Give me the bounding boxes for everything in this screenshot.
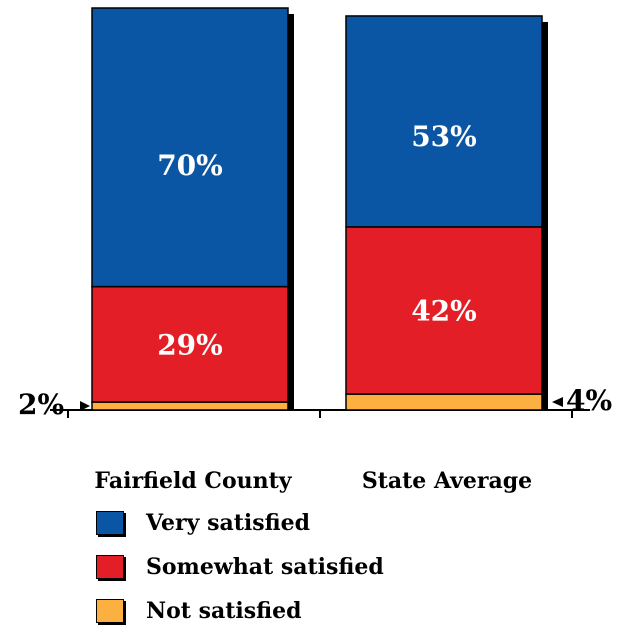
stacked-bar-chart: 2% 29% 70% 4% 42% 53% Fairfield County State Av… <box>18 7 612 494</box>
bar-not-satisfied-state-average <box>345 393 543 411</box>
legend-item-very-satisfied: Very satisfied <box>96 510 384 536</box>
data-label-not-satisfied-fairfield-county: 2% <box>18 388 64 421</box>
bar-very-satisfied-fairfield-county <box>91 7 289 288</box>
legend: Very satisfied Somewhat satisfied Not sati… <box>96 510 384 642</box>
data-label-somewhat-satisfied-state-average: 42% <box>411 294 477 327</box>
legend-swatch-somewhat-satisfied <box>96 555 124 579</box>
bar-very-satisfied-state-average <box>345 15 543 228</box>
data-label-very-satisfied-fairfield-county: 70% <box>157 149 223 182</box>
data-label-somewhat-satisfied-fairfield-county: 29% <box>157 328 223 361</box>
label-arrow-state-average <box>552 397 563 408</box>
label-arrow-fairfield-county <box>80 401 90 412</box>
legend-item-somewhat-satisfied: Somewhat satisfied <box>96 554 384 580</box>
legend-item-not-satisfied: Not satisfied <box>96 598 384 624</box>
data-label-not-satisfied-state-average: 4% <box>566 384 612 417</box>
bar-not-satisfied-fairfield-county <box>91 401 289 411</box>
legend-label-somewhat-satisfied: Somewhat satisfied <box>146 554 384 580</box>
category-label-state-average: State Average <box>362 468 532 494</box>
bar-somewhat-satisfied-state-average <box>345 226 543 395</box>
category-label-fairfield-county: Fairfield County <box>94 468 292 494</box>
legend-label-not-satisfied: Not satisfied <box>146 598 302 624</box>
legend-swatch-not-satisfied <box>96 599 124 623</box>
legend-swatch-very-satisfied <box>96 511 124 535</box>
data-label-very-satisfied-state-average: 53% <box>411 120 477 153</box>
legend-label-very-satisfied: Very satisfied <box>146 510 311 536</box>
